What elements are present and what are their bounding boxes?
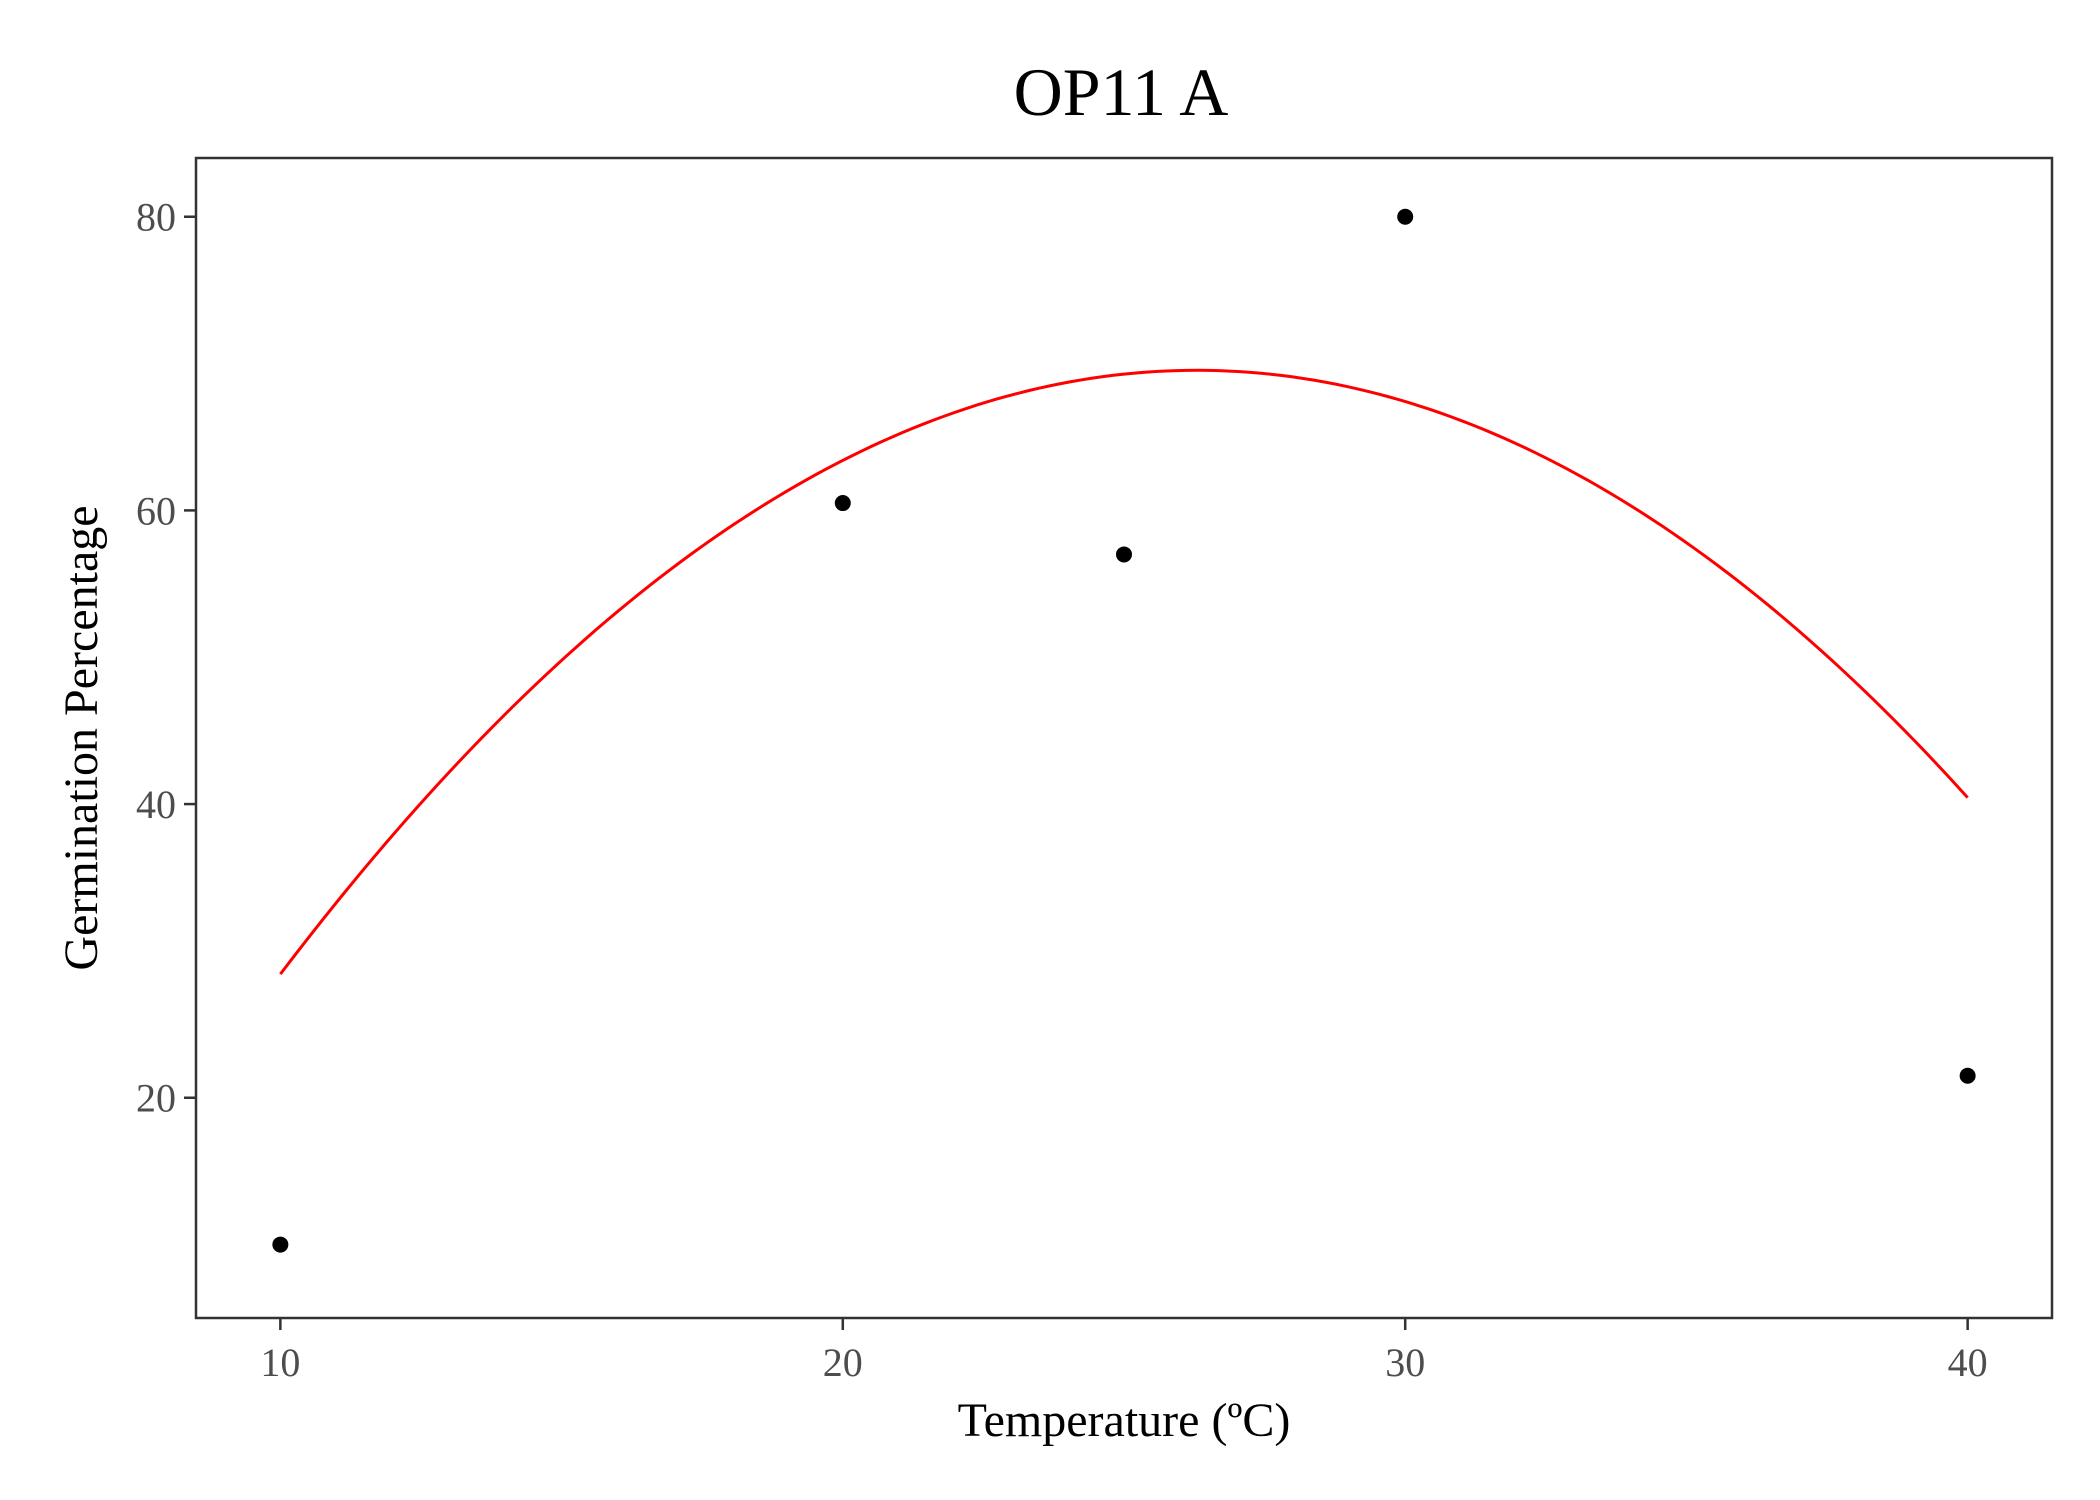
x-tick-label-10: 10 bbox=[260, 1340, 300, 1385]
y-tick-label-40: 40 bbox=[136, 782, 176, 827]
data-point-2 bbox=[834, 495, 851, 512]
data-point-3 bbox=[1116, 546, 1132, 563]
chart-title: OP11 A bbox=[1014, 54, 1229, 130]
plot-panel bbox=[194, 156, 2054, 1320]
data-point-4 bbox=[1397, 208, 1414, 225]
data-point-1 bbox=[272, 1236, 289, 1253]
y-axis-title: Germination Percentage bbox=[55, 505, 108, 970]
x-axis-title: Temperature (ºC) bbox=[958, 1394, 1291, 1447]
y-tick-label-60: 60 bbox=[136, 488, 176, 533]
y-tick-label-80: 80 bbox=[136, 195, 176, 240]
data-point-5 bbox=[1959, 1067, 1976, 1084]
x-tick-label-40: 40 bbox=[1948, 1340, 1988, 1385]
fit-curve bbox=[279, 368, 1969, 976]
y-tick-label-20: 20 bbox=[136, 1076, 176, 1121]
x-tick-label-30: 30 bbox=[1385, 1340, 1425, 1385]
fit-curve-layer bbox=[279, 368, 1969, 976]
y-axis: 20 40 60 80 bbox=[136, 195, 196, 1121]
points-layer bbox=[272, 208, 1976, 1253]
x-axis: 10 20 30 40 bbox=[260, 1318, 1988, 1385]
x-tick-label-20: 20 bbox=[823, 1340, 863, 1385]
